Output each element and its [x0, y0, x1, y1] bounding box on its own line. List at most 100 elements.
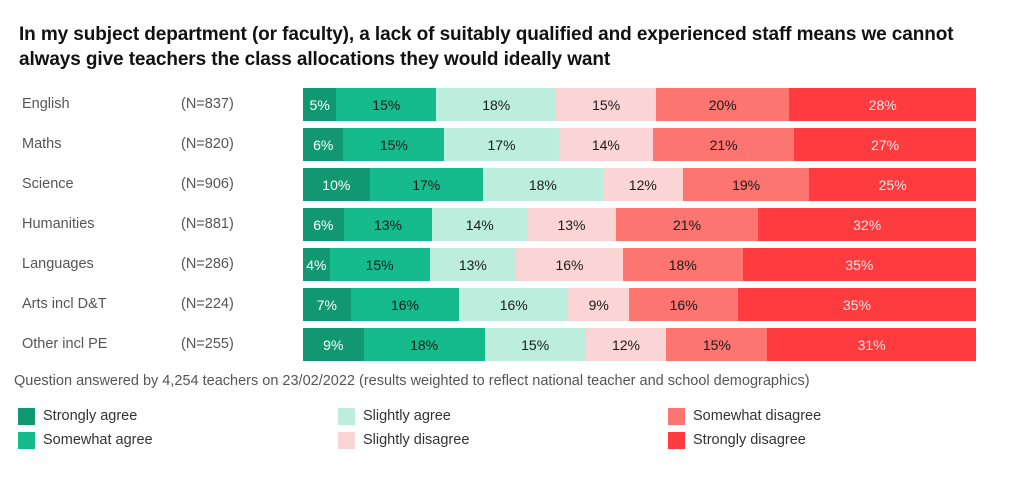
bar-row: Languages (N=286) 4% 15% 13% 16% 18% 35% [0, 248, 1024, 281]
legend-label: Somewhat agree [43, 432, 153, 448]
bar-segment-strongly-agree: 9% [303, 328, 364, 361]
bar-segment-strongly-agree: 4% [303, 248, 330, 281]
stacked-bar: 6% 15% 17% 14% 21% 27% [303, 128, 976, 161]
bar-segment-somewhat-agree: 15% [336, 88, 437, 121]
bar-segment-somewhat-disagree: 15% [666, 328, 768, 361]
bar-segment-somewhat-agree: 16% [350, 288, 460, 321]
bar-segment-strongly-disagree: 31% [767, 328, 976, 361]
bar-segment-somewhat-disagree: 16% [629, 288, 739, 321]
data-label: 9% [588, 296, 609, 313]
bar-segment-somewhat-agree: 15% [343, 128, 445, 161]
data-label: 5% [309, 96, 330, 113]
data-label: 16% [669, 296, 698, 313]
data-label: 18% [668, 256, 697, 273]
legend-item: Strongly agree [18, 406, 137, 426]
bar-segment-somewhat-disagree: 18% [622, 248, 743, 281]
data-label: 27% [871, 136, 900, 153]
bar-segment-strongly-agree: 6% [303, 208, 344, 241]
bar-segment-strongly-agree: 10% [303, 168, 370, 201]
bar-segment-somewhat-disagree: 19% [682, 168, 810, 201]
bar-row: Science (N=906) 10% 17% 18% 12% 19% 25% [0, 168, 1024, 201]
data-label: 31% [857, 336, 886, 353]
sample-size-label: (N=286) [181, 256, 234, 272]
category-label: Maths [22, 136, 62, 152]
bar-segment-slightly-agree: 15% [484, 328, 586, 361]
sample-size-label: (N=224) [181, 296, 234, 312]
bar-segment-slightly-disagree: 12% [585, 328, 667, 361]
data-label: 15% [702, 336, 731, 353]
data-label: 15% [379, 136, 408, 153]
bar-segment-somewhat-agree: 13% [343, 208, 433, 241]
category-label: Arts incl D&T [22, 296, 107, 312]
data-label: 19% [732, 176, 761, 193]
bar-row: English (N=837) 5% 15% 18% 15% 20% 28% [0, 88, 1024, 121]
legend-item: Strongly disagree [668, 430, 806, 450]
data-label: 32% [853, 216, 882, 233]
legend-label: Strongly disagree [693, 432, 806, 448]
bar-segment-strongly-disagree: 35% [742, 248, 976, 281]
legend-swatch [668, 407, 685, 425]
bar-segment-somewhat-disagree: 21% [652, 128, 795, 161]
data-label: 14% [591, 136, 620, 153]
bar-segment-slightly-disagree: 15% [556, 88, 657, 121]
legend: Strongly agree Somewhat agree Slightly agr… [18, 406, 1018, 456]
bar-segment-strongly-disagree: 35% [738, 288, 976, 321]
data-label: 15% [372, 96, 401, 113]
data-label: 6% [313, 216, 334, 233]
bar-segment-slightly-agree: 18% [482, 168, 603, 201]
legend-item: Somewhat agree [18, 430, 153, 450]
category-label: Science [22, 176, 74, 192]
legend-swatch [338, 431, 355, 449]
stacked-bar: 10% 17% 18% 12% 19% 25% [303, 168, 976, 201]
data-label: 35% [845, 256, 874, 273]
sample-size-label: (N=820) [181, 136, 234, 152]
bar-segment-somewhat-agree: 18% [363, 328, 485, 361]
category-label: Languages [22, 256, 94, 272]
bar-segment-somewhat-agree: 17% [369, 168, 483, 201]
bar-segment-strongly-disagree: 25% [809, 168, 976, 201]
data-label: 6% [313, 136, 334, 153]
bar-segment-slightly-disagree: 12% [602, 168, 683, 201]
data-label: 15% [592, 96, 621, 113]
legend-label: Slightly disagree [363, 432, 470, 448]
data-label: 16% [499, 296, 528, 313]
data-label: 21% [709, 136, 738, 153]
data-label: 12% [628, 176, 657, 193]
category-label: English [22, 96, 70, 112]
legend-label: Slightly agree [363, 408, 451, 424]
data-label: 18% [482, 96, 511, 113]
legend-label: Strongly agree [43, 408, 138, 424]
bar-segment-slightly-agree: 16% [459, 288, 569, 321]
legend-item: Slightly disagree [338, 430, 469, 450]
data-label: 10% [322, 176, 351, 193]
data-label: 13% [458, 256, 487, 273]
data-label: 17% [487, 136, 516, 153]
bar-segment-somewhat-agree: 15% [329, 248, 430, 281]
data-label: 35% [842, 296, 872, 313]
data-label: 17% [412, 176, 441, 193]
legend-item: Somewhat disagree [668, 406, 821, 426]
legend-label: Somewhat disagree [693, 408, 822, 424]
bar-segment-strongly-disagree: 27% [794, 128, 976, 161]
legend-swatch [18, 407, 35, 425]
data-label: 16% [390, 296, 419, 313]
data-label: 18% [528, 176, 557, 193]
data-label: 14% [465, 216, 494, 233]
data-label: 18% [410, 336, 439, 353]
data-label: 28% [868, 96, 897, 113]
legend-swatch [338, 407, 355, 425]
sample-size-label: (N=255) [181, 336, 234, 352]
legend-swatch [668, 431, 685, 449]
bar-row: Humanities (N=881) 6% 13% 14% 13% 21% 32% [0, 208, 1024, 241]
bar-segment-strongly-agree: 7% [303, 288, 351, 321]
bar-segment-slightly-agree: 13% [429, 248, 517, 281]
bar-row: Other incl PE (N=255) 9% 18% 15% 12% 15% 31% [0, 328, 1024, 361]
bar-segment-slightly-disagree: 16% [516, 248, 623, 281]
bar-segment-somewhat-disagree: 21% [615, 208, 759, 241]
bar-segment-strongly-disagree: 28% [789, 88, 976, 121]
sample-size-label: (N=837) [181, 96, 234, 112]
sample-size-label: (N=881) [181, 216, 234, 232]
data-label: 13% [373, 216, 402, 233]
bar-segment-slightly-disagree: 14% [558, 128, 653, 161]
bar-segment-strongly-disagree: 32% [758, 208, 976, 241]
